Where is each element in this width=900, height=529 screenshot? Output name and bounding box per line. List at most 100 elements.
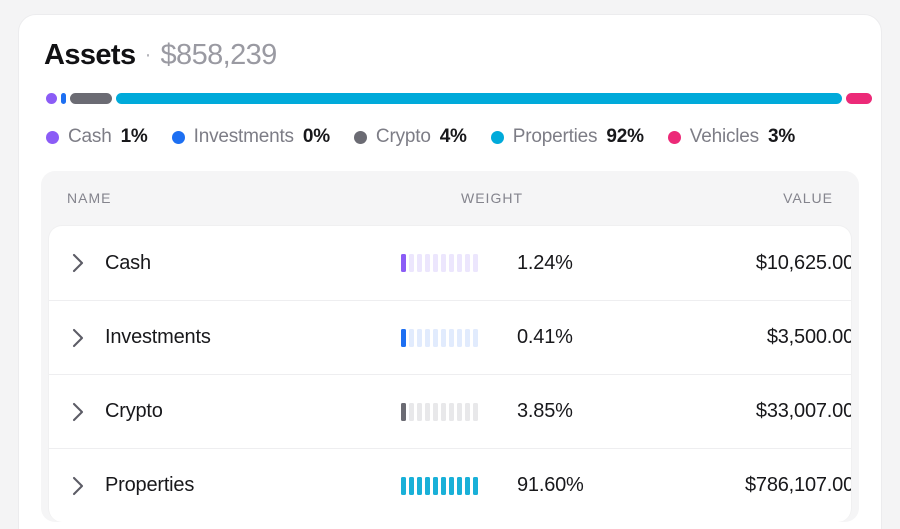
row-name-cell: Cash (68, 252, 401, 275)
weight-tick (425, 476, 430, 495)
weight-tick (433, 476, 438, 495)
row-name-label: Crypto (105, 400, 163, 422)
legend-percent: 92% (606, 126, 644, 147)
legend-dot-icon (171, 130, 185, 144)
weight-tick (401, 476, 406, 495)
weight-tick (417, 476, 422, 495)
legend-label: Cash (68, 126, 112, 147)
table-header-row: NAME WEIGHT VALUE (41, 171, 859, 225)
weight-tick (457, 476, 462, 495)
allocation-legend: Cash 1% Investments 0% Crypto 4% Properties 92%… (46, 126, 859, 148)
row-weight-cell: 3.85% (401, 400, 609, 423)
legend-label: Investments (193, 126, 294, 147)
legend-item-investments[interactable]: Investments 0% (171, 126, 330, 148)
row-weight-value: 0.41% (517, 326, 573, 348)
weight-tick (409, 328, 414, 347)
row-name-label: Investments (105, 326, 211, 348)
row-value: $786,107.00 (744, 474, 852, 496)
weight-tick (417, 254, 422, 272)
row-name-cell: Properties (68, 474, 401, 497)
weight-tick (465, 328, 470, 347)
weight-tick (449, 402, 454, 421)
legend-percent: 4% (439, 126, 467, 147)
weight-tick (473, 402, 478, 421)
weight-tick (417, 328, 422, 347)
legend-item-vehicles[interactable]: Vehicles 3% (667, 126, 796, 148)
weight-tick (441, 402, 446, 421)
weight-tick-chart (401, 254, 481, 272)
row-value: $10,625.00 (755, 251, 852, 274)
column-header-weight: WEIGHT (461, 190, 523, 206)
weight-tick (465, 402, 470, 421)
weight-tick (409, 476, 414, 495)
weight-tick-chart (401, 402, 481, 421)
title-separator: · (144, 43, 152, 66)
assets-total-value: $858,239 (160, 39, 278, 71)
row-weight-cell: 91.60% (401, 474, 609, 497)
table-row[interactable]: Investments 0.41% $3,500.00 (49, 300, 851, 374)
weight-tick (441, 254, 446, 272)
weight-tick (457, 402, 462, 421)
weight-tick-chart (401, 328, 481, 347)
legend-item-properties[interactable]: Properties 92% (490, 126, 644, 148)
row-value: $33,007.00 (755, 400, 852, 422)
legend-item-crypto[interactable]: Crypto 4% (353, 126, 467, 148)
legend-percent: 0% (302, 126, 330, 147)
chevron-right-icon[interactable] (68, 328, 88, 348)
weight-tick (457, 328, 462, 347)
assets-card: Assets · $858,239 Cash 1% Investments 0% Cry… (18, 14, 882, 529)
row-weight-cell: 1.24% (401, 252, 609, 275)
allocation-bar (46, 93, 872, 104)
page-title: Assets (44, 39, 136, 71)
allocation-segment-properties (116, 93, 842, 104)
table-row[interactable]: Cash 1.24% $10,625.00 (49, 226, 851, 300)
legend-percent: 3% (767, 126, 796, 147)
row-weight-cell: 0.41% (401, 326, 609, 349)
weight-tick (401, 402, 406, 421)
allocation-segment-vehicles (846, 93, 872, 104)
allocation-segment-cash (46, 93, 57, 104)
legend-dot-icon (353, 130, 367, 144)
assets-table: NAME WEIGHT VALUE Cash 1.24% $10,625.00 Inv… (41, 171, 859, 522)
legend-label: Properties (512, 126, 598, 147)
chevron-right-icon[interactable] (68, 253, 88, 273)
row-weight-value: 91.60% (517, 474, 584, 496)
allocation-segment-crypto (70, 93, 112, 104)
weight-tick (425, 254, 430, 272)
legend-dot-icon (46, 130, 59, 144)
weight-tick (449, 328, 454, 347)
weight-tick (465, 476, 470, 495)
weight-tick (409, 402, 414, 421)
chevron-right-icon[interactable] (68, 476, 88, 496)
weight-tick (441, 328, 446, 347)
table-row[interactable]: Crypto 3.85% $33,007.00 (49, 374, 851, 448)
legend-dot-icon (490, 130, 504, 144)
weight-tick (433, 328, 438, 347)
card-header: Assets · $858,239 (41, 39, 859, 72)
legend-dot-icon (667, 130, 681, 144)
weight-tick (425, 402, 430, 421)
weight-tick (473, 254, 478, 272)
row-name-cell: Crypto (68, 400, 401, 423)
weight-tick (401, 254, 406, 272)
weight-tick (441, 476, 446, 495)
row-value: $3,500.00 (766, 326, 852, 348)
column-header-name: NAME (67, 190, 112, 206)
weight-tick (417, 402, 422, 421)
weight-tick (433, 402, 438, 421)
legend-item-cash[interactable]: Cash 1% (46, 126, 148, 148)
weight-tick (457, 254, 462, 272)
row-weight-value: 1.24% (517, 251, 573, 274)
weight-tick (449, 476, 454, 495)
table-row[interactable]: Properties 91.60% $786,107.00 (49, 448, 851, 522)
row-weight-value: 3.85% (517, 400, 573, 422)
allocation-segment-investments (61, 93, 66, 104)
chevron-right-icon[interactable] (68, 402, 88, 422)
weight-tick (401, 328, 406, 347)
weight-tick (473, 476, 478, 495)
weight-tick (425, 328, 430, 347)
weight-tick (465, 254, 470, 272)
table-body: Cash 1.24% $10,625.00 Investments 0.41% $3,50… (48, 225, 852, 522)
row-name-label: Cash (105, 251, 151, 274)
